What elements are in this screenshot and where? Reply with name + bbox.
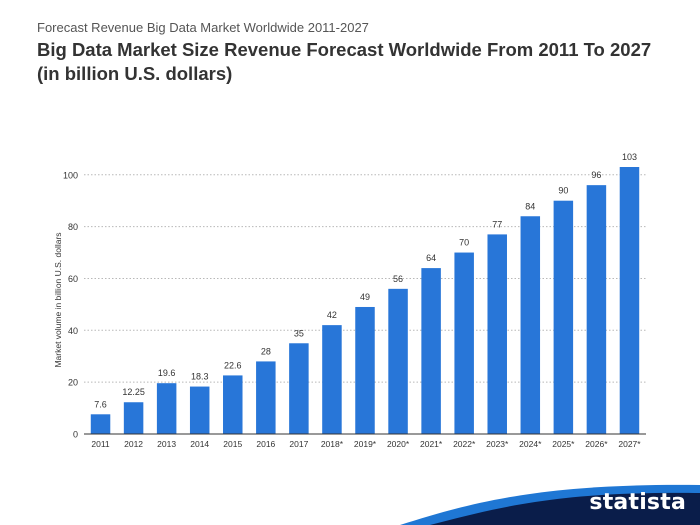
data-label: 19.6	[158, 368, 176, 378]
x-tick-label: 2012	[124, 439, 143, 449]
x-tick-label: 2025*	[552, 439, 575, 449]
data-label: 12.25	[122, 387, 145, 397]
data-label: 18.3	[191, 372, 209, 382]
y-tick-label: 0	[73, 430, 78, 440]
bar	[388, 288, 408, 434]
x-tick-label: 2011	[91, 439, 110, 449]
bar	[454, 252, 474, 434]
data-label: 103	[622, 152, 637, 162]
bar	[256, 361, 276, 434]
data-label: 28	[261, 346, 271, 356]
y-tick-label: 40	[68, 326, 78, 336]
bar	[156, 383, 177, 434]
x-tick-label: 2018*	[321, 439, 344, 449]
data-label: 7.6	[94, 399, 107, 409]
y-tick-label: 60	[68, 274, 78, 284]
x-tick-label: 2013	[157, 439, 176, 449]
x-tick-label: 2026*	[585, 439, 608, 449]
y-tick-label: 20	[68, 378, 78, 388]
x-tick-label: 2024*	[519, 439, 542, 449]
data-label: 77	[492, 219, 502, 229]
bar	[619, 167, 640, 434]
x-tick-label: 2021*	[420, 439, 443, 449]
x-tick-label: 2020*	[387, 439, 410, 449]
statista-logo-text: statista	[589, 490, 686, 515]
data-label: 84	[525, 201, 535, 211]
data-label: 35	[294, 328, 304, 338]
data-label: 56	[393, 274, 403, 284]
chart-title-line1: Big Data Market Size Revenue Forecast Wo…	[37, 39, 652, 60]
x-tick-label: 2017	[289, 439, 308, 449]
y-axis-label: Market volume in billion U.S. dollars	[53, 232, 63, 367]
x-tick-label: 2022*	[453, 439, 476, 449]
chart-title: Big Data Market Size Revenue Forecast Wo…	[37, 38, 677, 86]
bar-chart: 0 20 40 60 80 100 Market volume in billion U.S…	[53, 152, 646, 449]
data-label: 96	[591, 170, 601, 180]
bar	[487, 234, 507, 434]
x-tick-label: 2023*	[486, 439, 509, 449]
data-label: 49	[360, 292, 370, 302]
x-tick-label: 2015	[223, 439, 242, 449]
bar	[553, 200, 574, 434]
x-tick-label: 2027*	[618, 439, 641, 449]
data-label: 70	[459, 238, 469, 248]
bar	[520, 216, 541, 434]
data-label: 90	[558, 186, 568, 196]
bar	[421, 268, 441, 434]
bar	[322, 325, 342, 434]
chart-title-line2: (in billion U.S. dollars)	[37, 63, 233, 84]
statista-logo: statista	[589, 490, 686, 515]
bar	[586, 185, 607, 434]
data-label: 64	[426, 253, 436, 263]
data-label: 22.6	[224, 360, 242, 370]
x-tick-label: 2019*	[354, 439, 377, 449]
x-tick-label: 2014	[190, 439, 209, 449]
x-tick-label: 2016	[256, 439, 275, 449]
chart-supertitle: Forecast Revenue Big Data Market Worldwi…	[37, 20, 369, 35]
footer-swoosh	[400, 484, 700, 525]
y-tick-label: 80	[68, 222, 78, 232]
bar	[223, 375, 243, 434]
data-label: 42	[327, 310, 337, 320]
bar	[90, 414, 111, 434]
bar	[289, 343, 309, 434]
bar	[123, 402, 144, 434]
y-tick-label: 100	[63, 170, 78, 180]
bar	[189, 386, 210, 434]
bar	[355, 306, 375, 434]
